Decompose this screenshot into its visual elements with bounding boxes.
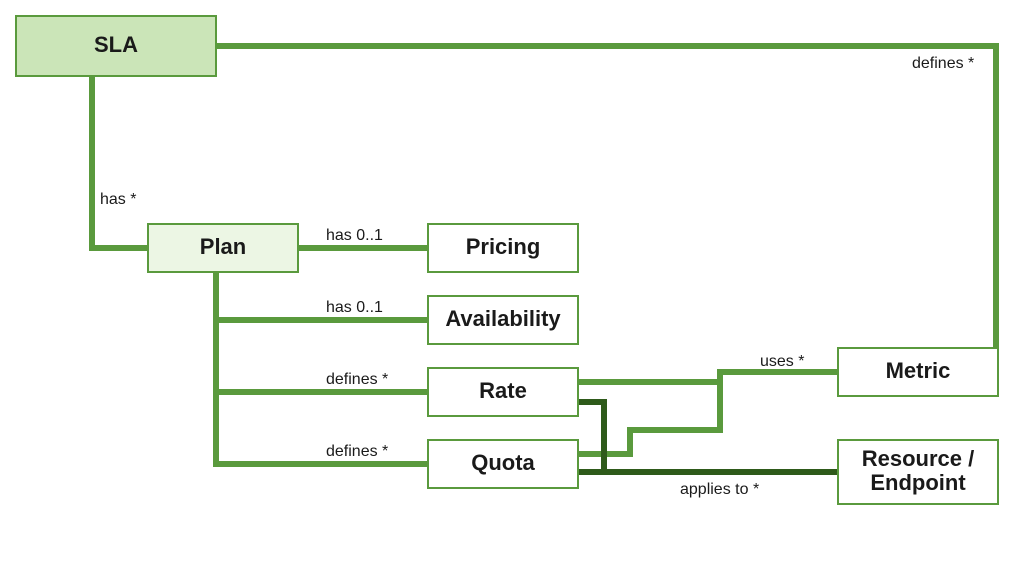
diagram-canvas: defines * has * has 0..1 has 0..1 defines * d… [0,0,1024,563]
edge-sla-plan [92,76,148,248]
node-quota: Quota [428,440,578,488]
edge-label-plan-avail: has 0..1 [326,299,383,316]
edge-rate-resource [578,402,838,472]
node-availability: Availability [428,296,578,344]
node-label-availability: Availability [445,306,561,331]
node-label-rate: Rate [479,378,527,403]
edge-rate-metric [578,382,720,454]
edge-plan-rate [216,320,428,392]
edge-label-rate-metric: uses * [760,353,804,370]
edge-plan-quota [216,392,428,464]
edge-label-plan-pricing: has 0..1 [326,227,383,244]
node-label-plan: Plan [200,234,246,259]
node-label-resource: Resource /Endpoint [862,446,975,495]
node-label-pricing: Pricing [466,234,541,259]
edge-label-plan-rate: defines * [326,371,388,388]
node-rate: Rate [428,368,578,416]
node-resource: Resource /Endpoint [838,440,998,504]
node-label-quota: Quota [471,450,535,475]
node-plan: Plan [148,224,298,272]
edge-label-sla-plan: has * [100,191,136,208]
nodes-layer: SLA Plan Pricing Availability Rate Quota Metri… [16,16,998,504]
node-metric: Metric [838,348,998,396]
edge-label-plan-quota: defines * [326,443,388,460]
edge-rq-metric-stub [720,372,838,382]
node-pricing: Pricing [428,224,578,272]
edge-label-sla-metric: defines * [912,55,974,72]
node-sla: SLA [16,16,216,76]
edge-label-quota-resource: applies to * [680,481,759,498]
node-label-sla: SLA [94,32,138,57]
edge-plan-avail [216,272,428,320]
node-label-metric: Metric [886,358,951,383]
